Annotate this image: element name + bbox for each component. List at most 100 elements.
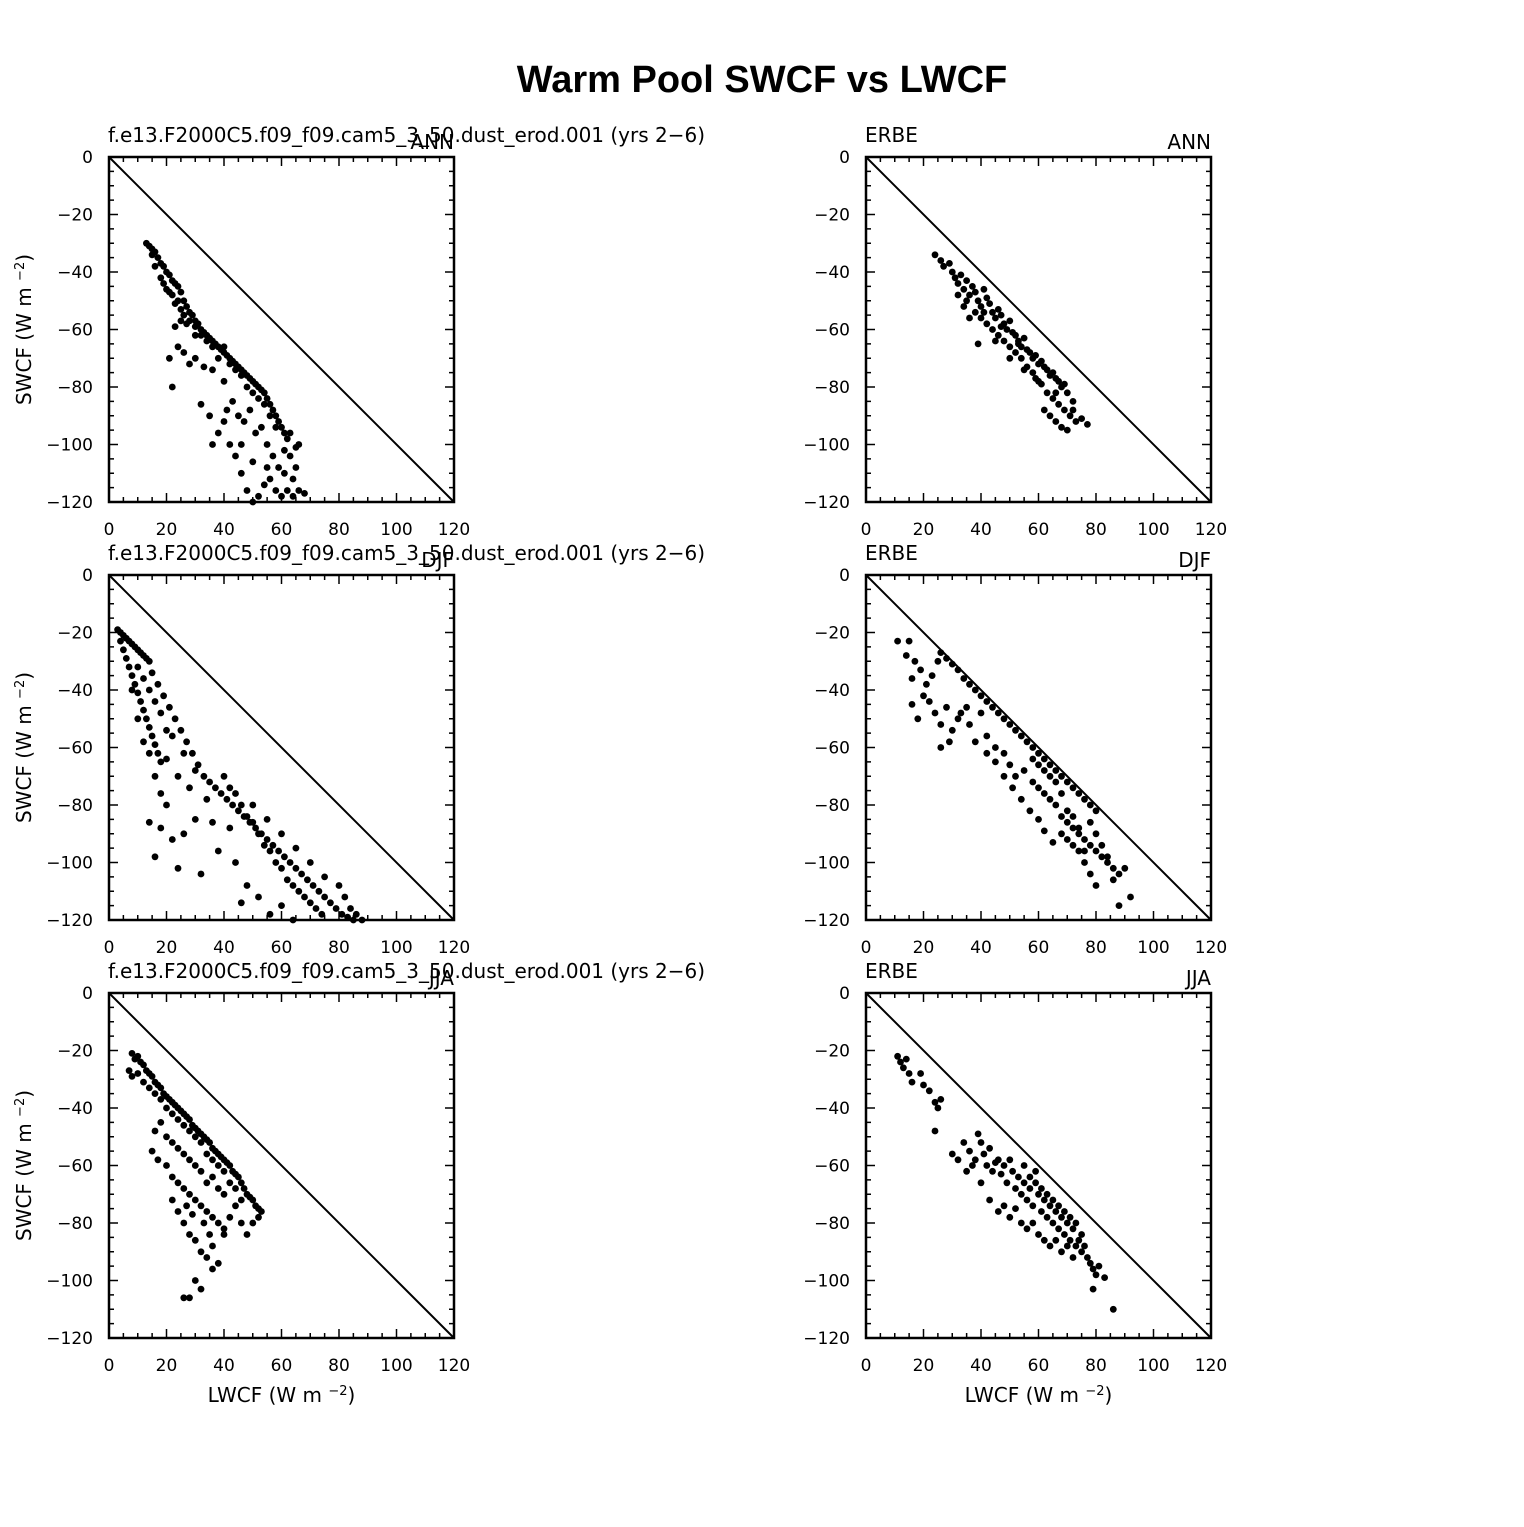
data-point	[937, 649, 945, 656]
data-point	[920, 692, 927, 700]
data-point	[209, 1173, 216, 1181]
data-point	[914, 715, 922, 723]
data-point	[994, 331, 1002, 339]
data-point	[1092, 807, 1100, 815]
data-point	[220, 1225, 228, 1233]
data-point	[143, 715, 150, 723]
data-point	[994, 306, 1002, 313]
data-point	[969, 1162, 976, 1169]
data-point	[183, 738, 191, 746]
data-point	[1012, 1185, 1019, 1192]
data-point	[937, 744, 945, 751]
data-point	[1003, 1179, 1011, 1187]
data-point	[214, 429, 222, 437]
data-point	[197, 870, 205, 878]
panel-season-label: DJF	[1178, 548, 1211, 572]
data-point	[177, 288, 185, 296]
data-point	[1061, 1208, 1068, 1215]
data-point	[137, 698, 145, 705]
data-point	[263, 836, 271, 843]
data-point	[992, 758, 999, 766]
data-point	[200, 363, 208, 371]
data-point	[1072, 1242, 1080, 1250]
data-point	[957, 709, 965, 717]
y-tick-label: −120	[46, 493, 93, 513]
data-point	[177, 317, 185, 325]
data-point	[117, 637, 124, 645]
x-tick-label: 40	[970, 938, 992, 958]
data-point	[240, 1185, 248, 1192]
data-point	[226, 824, 234, 832]
data-point	[1052, 389, 1060, 397]
data-point	[168, 1110, 176, 1118]
data-point	[989, 1167, 996, 1175]
data-point	[327, 899, 334, 907]
x-tick-label: 60	[271, 1356, 293, 1376]
y-tick-label: −60	[814, 739, 850, 759]
data-point	[226, 784, 234, 792]
data-point	[1066, 1236, 1074, 1244]
data-point	[1006, 721, 1014, 728]
data-point	[263, 464, 271, 471]
data-point	[983, 749, 991, 757]
y-tick-label: −40	[57, 681, 93, 701]
data-point	[1006, 1213, 1014, 1221]
data-point	[1095, 1262, 1103, 1270]
data-point	[252, 429, 259, 437]
data-point	[1046, 1202, 1054, 1210]
y-tick-label: −120	[803, 1329, 850, 1349]
y-tick-label: −20	[57, 1042, 93, 1062]
data-point	[980, 285, 988, 293]
data-point	[1035, 761, 1042, 769]
data-point	[148, 1073, 156, 1080]
data-point	[1069, 813, 1077, 820]
data-point	[174, 1179, 182, 1187]
data-point	[174, 864, 182, 872]
data-point	[197, 1202, 205, 1210]
data-point	[140, 706, 147, 714]
data-point	[1063, 836, 1071, 843]
data-point	[966, 721, 973, 728]
data-point	[1052, 1208, 1060, 1215]
data-point	[191, 331, 199, 339]
data-point	[1035, 377, 1042, 385]
data-point	[1029, 1202, 1037, 1210]
data-point	[1092, 1271, 1100, 1279]
data-point	[171, 323, 179, 330]
data-point	[140, 675, 147, 682]
y-tick-label: −120	[46, 911, 93, 931]
data-point	[125, 1067, 133, 1074]
x-axis-label: LWCF (W m −2)	[965, 1383, 1113, 1407]
data-point	[255, 893, 262, 901]
data-point	[1058, 1213, 1065, 1221]
data-point	[272, 487, 280, 494]
data-point	[1020, 767, 1028, 774]
data-point	[1063, 778, 1071, 786]
data-point	[168, 383, 176, 391]
data-point	[966, 314, 973, 322]
data-point	[908, 1078, 916, 1086]
data-point	[157, 758, 165, 766]
y-tick-label: −20	[57, 624, 93, 644]
data-point	[312, 905, 320, 912]
data-point	[203, 1150, 211, 1158]
data-point	[157, 1119, 165, 1126]
data-point	[1046, 1242, 1054, 1250]
data-point	[980, 308, 988, 316]
data-point	[983, 294, 991, 302]
data-point	[1069, 1254, 1077, 1261]
data-point	[332, 905, 340, 912]
data-point	[252, 824, 259, 832]
y-tick-label: −60	[57, 1157, 93, 1177]
data-point	[292, 464, 300, 471]
x-tick-label: 120	[1195, 520, 1227, 540]
data-point	[197, 331, 205, 339]
y-tick-label: −60	[57, 321, 93, 341]
data-point	[237, 1196, 245, 1204]
data-point	[1017, 1219, 1025, 1227]
data-point	[191, 1277, 199, 1284]
x-tick-label: 0	[861, 1356, 872, 1376]
data-point	[925, 1087, 933, 1095]
data-point	[977, 303, 985, 310]
data-point	[145, 749, 153, 757]
